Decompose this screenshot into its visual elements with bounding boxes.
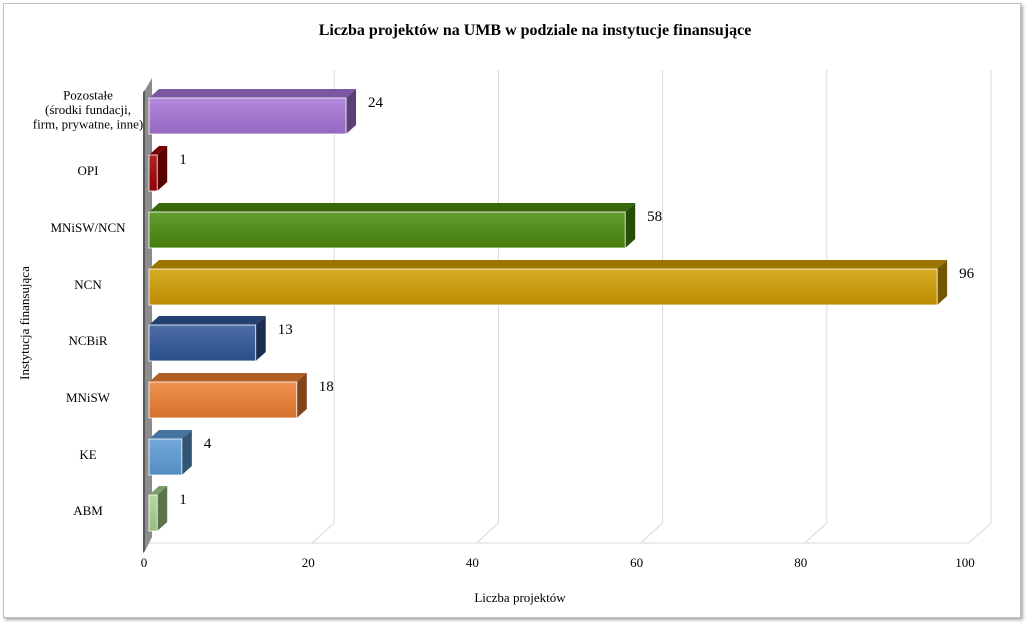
bar-top (149, 373, 307, 382)
gridline-floor (968, 522, 992, 544)
axis-wall (145, 78, 152, 551)
category-label: OPI (78, 163, 99, 178)
bar-side (157, 486, 168, 531)
data-label: 1 (179, 152, 187, 168)
data-label: 4 (204, 436, 212, 452)
bar (148, 211, 626, 249)
axis-wall-edge (143, 90, 145, 553)
bar (148, 154, 158, 192)
category-label: KE (79, 447, 96, 462)
x-tick-label: 80 (794, 555, 807, 570)
bar (148, 97, 347, 135)
bar-top (149, 146, 168, 155)
bar (148, 438, 183, 476)
bar-side (296, 373, 307, 418)
gridline-floor (311, 522, 335, 544)
bar (148, 494, 158, 532)
bar-side (937, 260, 948, 305)
chart-title: Liczba projektów na UMB w podziale na in… (318, 22, 752, 39)
bar-top (149, 430, 192, 439)
gridline-floor (476, 522, 499, 544)
bar-side (181, 430, 192, 475)
bar-top (149, 260, 948, 269)
category-label: Pozostałe (63, 88, 113, 103)
category-label: NCN (74, 277, 102, 292)
category-label: MNiSW/NCN (50, 220, 126, 235)
x-axis-label: Liczba projektów (474, 590, 566, 605)
data-label: 18 (319, 379, 334, 395)
category-label: MNiSW (66, 390, 111, 405)
x-tick-label: 100 (955, 555, 975, 570)
x-tick-label: 0 (141, 555, 148, 570)
category-label: (środki fundacji, (45, 102, 131, 117)
x-tick-label: 20 (302, 555, 315, 570)
data-label: 58 (647, 209, 662, 225)
y-axis-label: Instytucja finansująca (17, 266, 32, 380)
bar (148, 324, 257, 362)
x-tick-label: 60 (630, 555, 643, 570)
data-label: 96 (959, 266, 975, 282)
data-label: 24 (368, 95, 384, 111)
bar (148, 381, 298, 419)
bar-side (255, 316, 266, 361)
category-label: firm, prywatne, inne) (33, 117, 143, 132)
gridline-floor (640, 522, 663, 544)
category-label: ABM (73, 503, 103, 518)
bar-top (149, 486, 168, 495)
bar-top (149, 89, 357, 98)
bar (148, 268, 938, 306)
bar-top (149, 203, 636, 212)
bar-top (149, 316, 266, 325)
gridline-floor (804, 522, 828, 544)
data-label: 13 (278, 322, 293, 338)
bar-side (625, 203, 636, 248)
category-label: NCBiR (68, 333, 107, 348)
bar-side (346, 89, 357, 134)
bar-side (157, 146, 168, 191)
x-tick-label: 40 (466, 555, 479, 570)
data-label: 1 (179, 492, 187, 508)
